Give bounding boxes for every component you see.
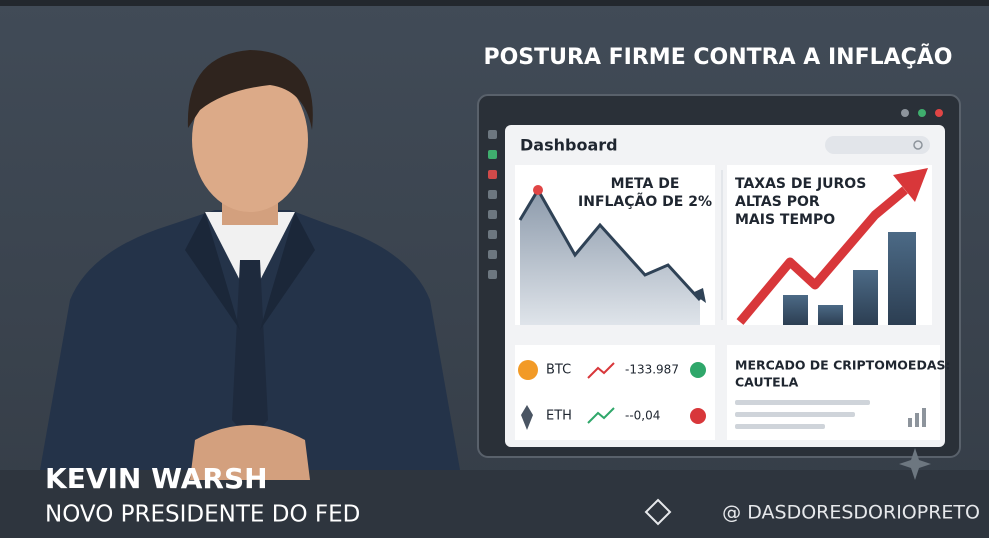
inflation-label: INFLAÇÃO DE 2% [578, 193, 712, 210]
rate-bar [818, 305, 843, 325]
tie [232, 260, 268, 440]
up-icon [690, 362, 706, 378]
placeholder-line [735, 412, 855, 417]
trend-icon [587, 407, 615, 424]
sidebar-icons [488, 130, 497, 279]
rate-bar [888, 232, 916, 325]
rate-bar [853, 270, 878, 325]
inflation-label: META DE [611, 176, 680, 192]
mini-bars [908, 408, 926, 427]
dashboard-title: Dashboard [520, 136, 618, 155]
down-icon [690, 408, 706, 424]
hair [187, 50, 313, 130]
headline: POSTURA FIRME CONTRA A INFLAÇÃO [483, 44, 952, 70]
floor [0, 470, 989, 538]
peak-dot [533, 185, 543, 195]
rates-label: ALTAS POR [735, 194, 820, 210]
market-label: MERCADO DE CRIPTOMOEDAS: [735, 358, 951, 373]
crypto-value: -133.987 [625, 363, 679, 377]
lapels [185, 212, 315, 330]
face [192, 68, 308, 212]
rates-label: MAIS TEMPO [735, 212, 835, 228]
arrow-head [893, 168, 928, 202]
person-name: KEVIN WARSH [45, 462, 268, 495]
window-dot [935, 109, 943, 117]
watermark: @ DASDORESDORIOPRETO [722, 502, 980, 524]
crypto-symbol: ETH [546, 409, 572, 424]
person-role: NOVO PRESIDENTE DO FED [45, 502, 360, 528]
crypto-symbol: BTC [546, 363, 571, 378]
top-strip [0, 0, 989, 6]
search-bar[interactable] [825, 136, 930, 154]
person [40, 50, 460, 480]
arrow-head [692, 288, 706, 303]
rates-label: TAXAS DE JUROS [735, 176, 866, 192]
market-label: CAUTELA [735, 375, 799, 390]
eth-icon [521, 405, 533, 430]
placeholder-line [735, 424, 825, 429]
rate-bar [783, 295, 808, 325]
window-dot [918, 109, 926, 117]
window-dot [901, 109, 909, 117]
shirt [205, 212, 295, 300]
search-icon [913, 140, 923, 150]
btc-icon [518, 360, 538, 380]
hands [190, 425, 310, 480]
crypto-card [515, 345, 715, 440]
crypto-value: --0,04 [625, 409, 660, 423]
watermark-logo [644, 498, 672, 526]
sparkle [899, 448, 931, 480]
placeholder-line [735, 400, 870, 405]
trend-icon [587, 362, 615, 379]
inflation-area [520, 190, 700, 325]
rates-arrow [736, 186, 908, 325]
